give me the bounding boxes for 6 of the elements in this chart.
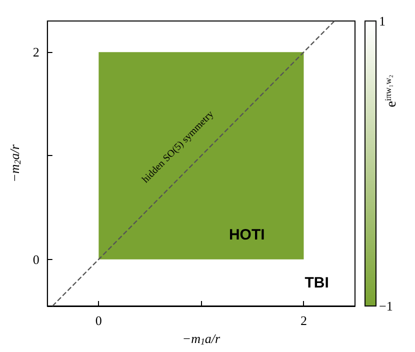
annotation: TBI [304,274,329,292]
color-bar-title: eiπw₁w₂ [383,74,400,108]
y-axis-title: −m2a/r [7,144,22,182]
color-bar-label: −1 [379,298,393,314]
color-bar-label: 1 [379,14,386,28]
annotation: HOTI [228,226,265,244]
